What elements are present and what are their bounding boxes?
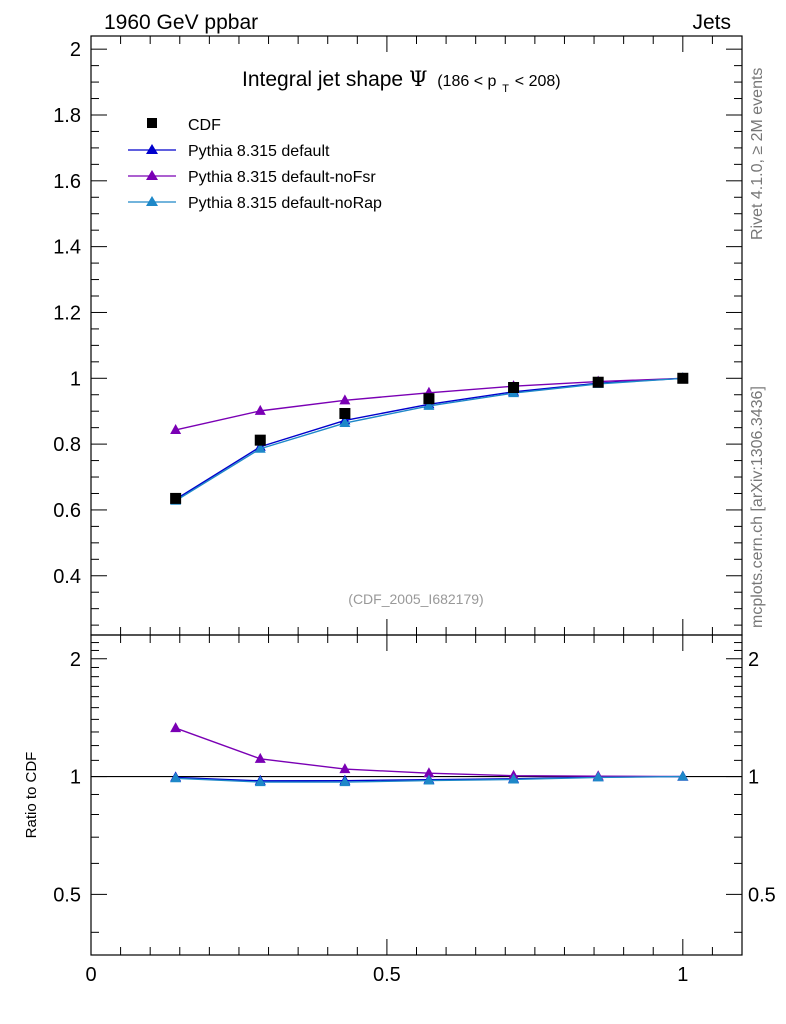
- main-y-tick-label: 0.8: [53, 434, 81, 456]
- plot-title: Integral jet shape Ψ (186 < p T < 208): [242, 67, 561, 97]
- ratio-y-tick-label-right: 0.5: [748, 884, 776, 906]
- ratio-point-pythia-8-315-default-norap: [508, 773, 520, 784]
- ratio-point-pythia-8-315-default-norap: [339, 776, 351, 787]
- data-point-pythia-8-315-default-nofsr: [254, 404, 266, 415]
- data-point-cdf: [677, 372, 689, 384]
- mcplots-label: mcplots.cern.ch [arXiv:1306.3436]: [749, 386, 766, 628]
- legend-label-norap: Pythia 8.315 default-noRap: [188, 195, 382, 212]
- data-point-pythia-8-315-default-norap: [254, 442, 266, 453]
- title-main: Integral jet shape: [242, 68, 403, 91]
- title-range-prefix: (186 < p: [437, 73, 496, 90]
- ratio-point-pythia-8-315-default-nofsr: [423, 767, 435, 778]
- ratio-y-tick-label: 2: [70, 649, 81, 671]
- legend-item-nofsr: Pythia 8.315 default-noFsr: [128, 169, 376, 186]
- ratio-point-pythia-8-315-default-norap: [592, 771, 604, 782]
- data-point-pythia-8-315-default-norap: [423, 399, 435, 410]
- header-left-title: 1960 GeV ppbar: [104, 11, 258, 34]
- main-y-tick-label: 1: [70, 368, 81, 390]
- main-y-tick-labels: 0.4 0.6 0.8 1 1.2 1.4 1.6 1.8 2: [53, 39, 81, 588]
- main-y-tick-label: 1.4: [53, 237, 81, 259]
- x-tick-label: 0: [85, 964, 96, 986]
- main-series-layer: [170, 372, 689, 505]
- legend-label-default: Pythia 8.315 default: [188, 143, 330, 160]
- data-point-pythia-8-315-default-nofsr: [339, 394, 351, 405]
- ratio-y-tick-label-right: 1: [748, 767, 759, 789]
- legend-item-default: Pythia 8.315 default: [128, 143, 330, 160]
- data-point-cdf: [508, 382, 520, 394]
- legend-marker-nofsr: [146, 170, 158, 180]
- ratio-axis-ticks: [90, 635, 743, 955]
- data-point-cdf: [339, 408, 351, 420]
- data-point-pythia-8-315-default-nofsr: [170, 423, 182, 434]
- x-tick-labels: 0 0.5 1: [85, 964, 688, 986]
- ratio-series-pythia-8-315-default-nofsr: [170, 722, 689, 781]
- main-y-tick-label: 2: [70, 39, 81, 61]
- series-cdf: [170, 372, 689, 504]
- legend-marker-norap: [146, 196, 158, 206]
- main-y-tick-label: 1.2: [53, 302, 81, 324]
- ratio-point-pythia-8-315-default-norap: [677, 770, 689, 781]
- ratio-panel-frame: [90, 634, 743, 956]
- ratio-y-tick-labels: 0.5 0.5 1 1 2 2: [53, 649, 776, 907]
- header-right-title: Jets: [692, 11, 731, 34]
- title-range-sub: T: [502, 83, 509, 95]
- ratio-y-axis-label: Ratio to CDF: [23, 752, 40, 839]
- data-point-cdf: [423, 393, 435, 405]
- ratio-point-pythia-8-315-default-nofsr: [170, 722, 182, 733]
- ratio-series-pythia-8-315-default-norap: [170, 770, 689, 787]
- analysis-watermark: (CDF_2005_I682179): [348, 591, 483, 607]
- ratio-point-pythia-8-315-default-norap: [254, 776, 266, 787]
- ratio-point-pythia-8-315-default-norap: [423, 774, 435, 785]
- ratio-series-layer: [170, 722, 689, 787]
- legend: CDF Pythia 8.315 default Pythia 8.315 de…: [128, 117, 382, 212]
- main-y-tick-label: 1.6: [53, 171, 81, 193]
- ratio-y-tick-label-right: 2: [748, 649, 759, 671]
- main-y-tick-label: 0.4: [53, 566, 81, 588]
- main-y-tick-label: 0.6: [53, 500, 81, 522]
- ratio-y-tick-label: 0.5: [53, 884, 81, 906]
- data-point-cdf: [254, 434, 266, 446]
- ratio-point-pythia-8-315-default-nofsr: [339, 763, 351, 774]
- legend-label-cdf: CDF: [188, 117, 221, 134]
- x-tick-label: 1: [677, 964, 688, 986]
- title-symbol: Ψ: [409, 67, 427, 91]
- legend-item-cdf: CDF: [147, 117, 221, 134]
- data-point-cdf: [170, 492, 182, 504]
- ratio-y-tick-label: 1: [70, 767, 81, 789]
- legend-marker-default: [146, 144, 158, 154]
- rivet-version-label: Rivet 4.1.0, ≥ 2M events: [749, 68, 766, 240]
- legend-item-norap: Pythia 8.315 default-noRap: [128, 195, 382, 212]
- x-tick-label: 0.5: [373, 964, 401, 986]
- main-y-tick-label: 1.8: [53, 105, 81, 127]
- main-axis-ticks: [90, 36, 743, 635]
- legend-label-nofsr: Pythia 8.315 default-noFsr: [188, 169, 376, 186]
- ratio-point-pythia-8-315-default-norap: [170, 772, 182, 783]
- legend-marker-cdf: [147, 118, 157, 128]
- title-range-suffix: < 208): [515, 73, 561, 90]
- data-point-pythia-8-315-default-norap: [339, 417, 351, 428]
- ratio-point-pythia-8-315-default-nofsr: [254, 752, 266, 763]
- data-point-cdf: [592, 376, 604, 388]
